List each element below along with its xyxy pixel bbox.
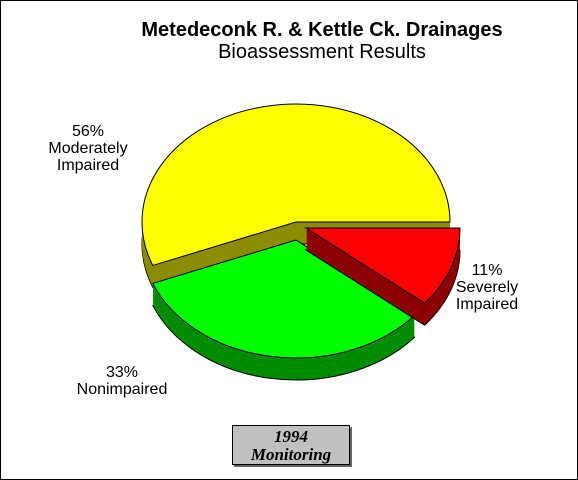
annotation-line: 1994 xyxy=(274,427,308,446)
annotation: 1994 Monitoring xyxy=(232,425,350,465)
value-label: 56% xyxy=(71,123,105,140)
category-label: Nonimpaired xyxy=(76,381,168,398)
annotation-line: Monitoring xyxy=(250,445,332,464)
chart-title: Metedeconk R. & Kettle Ck. Drainages xyxy=(141,19,502,41)
slice-label: 56% Moderately Impaired xyxy=(38,123,138,174)
category-label: Severely Impaired xyxy=(455,279,519,313)
slice xyxy=(141,103,451,267)
slice-label: 11% Severely Impaired xyxy=(447,262,527,313)
category-label: Moderately Impaired xyxy=(48,140,128,174)
slice-label: 33% Nonimpaired xyxy=(62,364,182,398)
value-label: 11% xyxy=(471,262,503,279)
slice xyxy=(304,227,461,304)
chart-subtitle: Bioassessment Results xyxy=(218,41,426,63)
slice xyxy=(152,239,416,359)
value-label: 33% xyxy=(105,364,139,381)
